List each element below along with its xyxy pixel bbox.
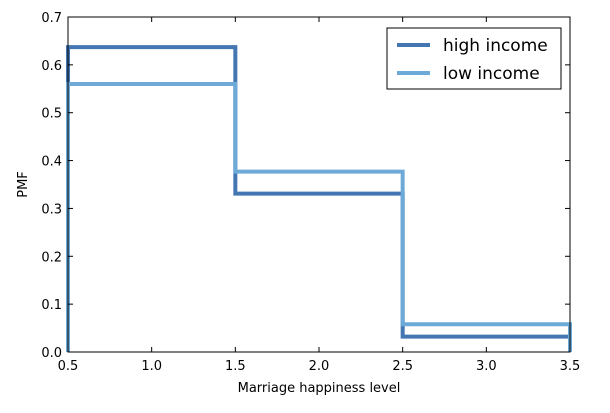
y-tick-label: 0.5: [41, 107, 62, 122]
x-axis-label: Marriage happiness level: [238, 381, 401, 396]
legend-label: low income: [443, 64, 540, 84]
x-tick-label: 1.5: [225, 359, 246, 374]
ticks-layer: 0.5 1.0 1.5 2.0 2.5 3.0 3.5 0.0 0.1 0.2 0.3 0.4 0.5 0…: [41, 11, 580, 374]
y-tick-label: 0.2: [41, 250, 62, 265]
y-tick-label: 0.6: [41, 59, 62, 74]
series-line-low-income: [66, 82, 572, 352]
x-tick-label: 0.5: [58, 359, 79, 374]
legend-box: [386, 27, 562, 90]
y-axis-label: PMF: [16, 171, 31, 198]
legend-label: high income: [443, 36, 548, 56]
x-tick-label: 3.5: [560, 359, 581, 374]
x-tick-label: 2.0: [309, 359, 330, 374]
x-tick-label: 1.0: [141, 359, 162, 374]
x-tick-label: 2.5: [392, 359, 413, 374]
y-tick-label: 0.1: [41, 298, 62, 313]
y-tick-label: 0.3: [41, 202, 62, 217]
x-tick-label: 3.0: [476, 359, 497, 374]
legend: high income low income: [386, 27, 562, 90]
y-tick-label: 0.7: [41, 11, 62, 26]
series-line-high-income: [66, 45, 572, 352]
y-tick-label: 0.4: [41, 155, 62, 170]
series-layer: [66, 45, 572, 352]
y-tick-label: 0.0: [41, 346, 62, 361]
